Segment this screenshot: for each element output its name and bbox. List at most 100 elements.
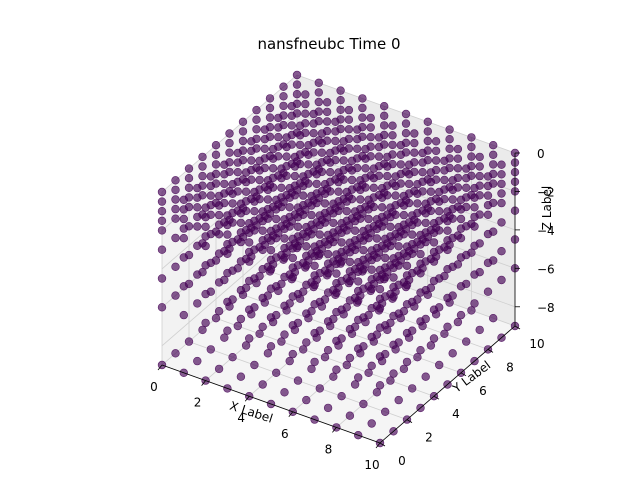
data-point — [277, 337, 286, 346]
data-point — [255, 329, 264, 338]
data-point — [171, 204, 180, 214]
data-point — [179, 253, 189, 262]
data-point — [456, 205, 466, 214]
data-point — [367, 304, 376, 313]
data-point — [290, 171, 300, 181]
data-point — [483, 229, 493, 239]
data-point — [287, 111, 296, 121]
data-point — [356, 195, 365, 204]
data-point — [456, 282, 466, 291]
data-point — [399, 210, 409, 220]
data-point — [233, 148, 243, 158]
data-point — [307, 364, 316, 374]
data-point — [295, 121, 305, 130]
data-point — [329, 218, 338, 228]
data-point — [265, 94, 275, 103]
data-point — [358, 113, 367, 122]
data-point — [344, 115, 354, 124]
data-point — [416, 259, 425, 268]
data-point — [241, 168, 251, 177]
data-point — [389, 263, 398, 273]
data-point — [347, 156, 357, 166]
data-point — [179, 205, 189, 214]
data-point — [299, 345, 308, 354]
data-point — [367, 265, 376, 274]
data-point — [193, 222, 202, 231]
data-point — [290, 152, 300, 162]
data-point — [339, 137, 348, 146]
data-point — [323, 403, 333, 413]
data-point — [443, 322, 452, 331]
data-point — [416, 240, 425, 249]
data-point — [366, 132, 375, 142]
data-point — [272, 195, 281, 205]
data-points — [157, 70, 520, 448]
data-point — [277, 164, 286, 173]
data-point — [309, 109, 318, 119]
data-point — [332, 336, 341, 346]
data-point — [350, 207, 360, 216]
data-point — [467, 152, 476, 161]
data-point — [287, 101, 296, 111]
data-point — [320, 199, 330, 208]
data-point — [396, 160, 405, 169]
data-point — [364, 195, 373, 205]
data-point — [171, 233, 180, 243]
data-point — [416, 346, 425, 355]
data-point — [344, 125, 354, 134]
data-point — [386, 213, 395, 222]
data-point — [285, 193, 294, 202]
data-point — [309, 129, 318, 138]
data-point — [413, 189, 422, 199]
data-point — [179, 234, 189, 243]
data-point — [214, 191, 224, 201]
data-point — [426, 168, 436, 177]
data-point — [323, 269, 333, 278]
data-point — [211, 160, 221, 169]
data-point — [443, 293, 452, 303]
data-point — [280, 215, 289, 224]
data-point — [288, 244, 297, 253]
data-point — [241, 187, 251, 196]
data-point — [483, 287, 493, 296]
data-point — [247, 146, 256, 156]
data-point — [421, 209, 430, 218]
data-point — [223, 230, 232, 239]
data-point — [157, 187, 167, 197]
tick-mark — [487, 349, 494, 353]
data-point — [295, 140, 305, 150]
data-point — [293, 213, 303, 222]
data-point — [359, 226, 368, 236]
data-point — [245, 228, 254, 238]
data-point — [448, 185, 457, 195]
data-point — [233, 158, 243, 167]
data-point — [429, 334, 439, 343]
data-point — [394, 222, 403, 232]
data-point — [383, 162, 392, 171]
data-point — [260, 135, 269, 144]
data-point — [443, 236, 452, 245]
data-point — [326, 158, 335, 167]
data-point — [201, 241, 210, 251]
data-point — [383, 171, 392, 181]
data-point — [443, 207, 452, 216]
data-point — [258, 245, 267, 255]
data-point — [301, 99, 310, 109]
data-point — [312, 179, 321, 189]
data-point — [462, 183, 471, 193]
data-point — [410, 138, 419, 148]
data-point — [238, 136, 248, 146]
data-point — [402, 261, 412, 270]
data-point — [252, 125, 261, 134]
data-point — [353, 135, 362, 144]
data-point — [375, 352, 385, 361]
data-point — [179, 195, 189, 205]
data-point — [304, 150, 313, 160]
data-point — [193, 203, 202, 212]
data-point — [241, 341, 251, 350]
data-point — [263, 195, 273, 204]
data-point — [317, 129, 327, 138]
data-point — [470, 212, 479, 222]
data-point — [214, 249, 224, 258]
data-point — [337, 228, 346, 238]
